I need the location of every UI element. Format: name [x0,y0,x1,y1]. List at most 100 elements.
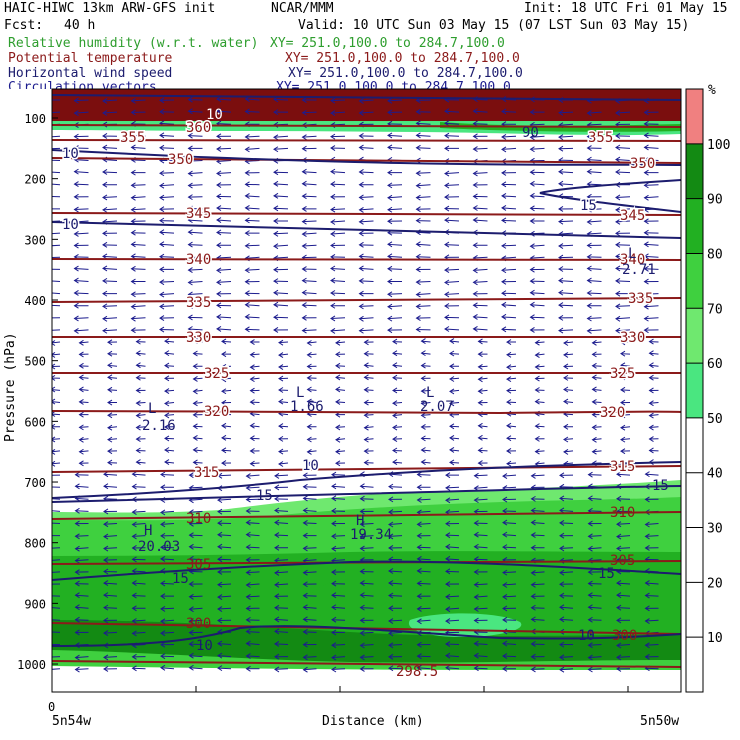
wind-vector-arrow [530,472,545,479]
wind-vector-arrow [331,495,346,502]
wind-vector-arrow [416,555,431,562]
wind-vector-arrow [643,218,659,225]
wind-vector-arrow [420,362,431,369]
wind-vector-arrow [473,652,488,659]
wind-vector-arrow [244,267,260,274]
wind-vector-arrow [131,556,146,563]
y-tick-label: 900 [24,597,46,611]
wind-vector-arrow [388,665,403,672]
wind-vector-arrow [164,338,175,345]
wind-vector-arrow [559,641,574,648]
wind-vector-arrow [274,666,289,673]
theta-contour-355 [52,139,681,142]
wind-vector-arrow [164,400,175,407]
wind-vector-arrow [534,448,545,455]
wind-vector-arrow [506,351,517,358]
wind-vector-arrow [529,134,545,141]
wind-vector-arrow [472,120,488,127]
wind-vector-arrow [217,472,232,479]
wind-vector-arrow [359,654,374,661]
wind-vector-arrow [586,242,602,249]
wind-vector-arrow [301,231,317,238]
wind-vector-arrow [159,291,175,298]
wind-vector-arrow [643,182,659,189]
wind-vector-arrow [359,666,374,672]
wind-vector-arrow [387,241,403,248]
wind-vector-arrow [273,146,289,153]
wind-vector-arrow [644,642,659,649]
wind-vector-arrow [501,181,517,188]
wind-vector-arrow [415,206,431,213]
wind-vector-arrow [388,580,403,586]
wind-vector-arrow [501,192,517,199]
wind-vector-arrow [301,109,317,116]
wind-vector-arrow [388,496,403,503]
wind-vector-arrow [502,496,517,503]
wind-vector-arrow [302,641,317,648]
wind-vector-arrow [502,508,517,514]
wind-vector-arrow [331,569,346,576]
wind-vector-arrow [74,654,89,661]
wind-vector-arrow [420,459,431,465]
wind-vector-arrow [501,108,517,115]
wind-vector-arrow [278,435,289,442]
wind-vector-arrow [160,580,175,587]
wind-vector-arrow [274,581,289,588]
wind-vector-arrow [107,448,118,455]
wind-vector-arrow [273,192,289,199]
wind-vector-arrow [529,146,545,153]
wind-vector-arrow [245,640,260,647]
wind-vector-arrow [103,580,118,587]
wind-contour-top [52,94,681,101]
wind-vector-arrow [444,132,460,139]
y-axis-label: Pressure (hPa) [3,332,18,442]
wind-vector-arrow [130,229,146,236]
wind-vector-arrow [335,448,346,455]
wind-vector-arrow [559,495,574,502]
wind-vector-arrow [221,460,232,466]
wind-vector-arrow [363,436,374,443]
wind-vector-arrow [472,205,488,211]
wind-vector-arrow [501,326,517,333]
wind-vector-arrow [449,423,460,430]
wind-vector-arrow [130,278,146,285]
theta-label-335-left: 335 [186,295,211,311]
wind-vector-arrow [244,242,260,249]
wind-vector-arrow [192,388,203,395]
wind-vector-arrow [388,568,403,574]
wind-vector-arrow [306,386,317,393]
wind-vector-arrow [244,313,260,320]
wind-vector-arrow [52,595,61,597]
wind-vector-arrow [192,350,203,357]
wind-vector-arrow [217,569,232,575]
wind-vector-arrow [244,301,260,308]
field-xy-wind: XY= 251.0,100.0 to 284.7,100.0 [288,66,523,81]
wind-vector-arrow [586,253,602,260]
wind-vector-arrow [74,483,89,490]
wind-vector-arrow [644,496,659,503]
wind-vector-arrow [330,315,346,322]
wind-vector-arrow [221,351,232,358]
wind-vector-arrow [159,108,175,115]
wind-vector-arrow [330,193,346,200]
low-marker-value: 2.16 [142,418,176,434]
wind-vector-arrow [217,497,232,504]
wind-vector-arrow [359,545,374,552]
wind-vector-arrow [335,460,346,467]
wind-vector-arrow [587,654,602,661]
wind-vector-arrow [74,533,89,540]
wind-vector-arrow [244,181,260,188]
wind-vector-arrow [392,447,403,454]
field-xy-rh: XY= 251.0,100.0 to 284.7,100.0 [270,36,505,51]
wind-vector-arrow [616,471,631,478]
wind-vector-arrow [559,532,574,539]
wind-vector-arrow [52,668,61,670]
wind-vector-arrow [558,243,574,249]
wind-vector-arrow [187,132,203,139]
wind-vector-arrow [249,448,260,454]
wind-label-10-topmost: 10 [206,107,223,123]
wind-vector-arrow [244,230,260,237]
wind-vector-arrow [130,291,146,298]
wind-vector-arrow [52,583,61,585]
wind-vector-arrow [331,545,346,552]
